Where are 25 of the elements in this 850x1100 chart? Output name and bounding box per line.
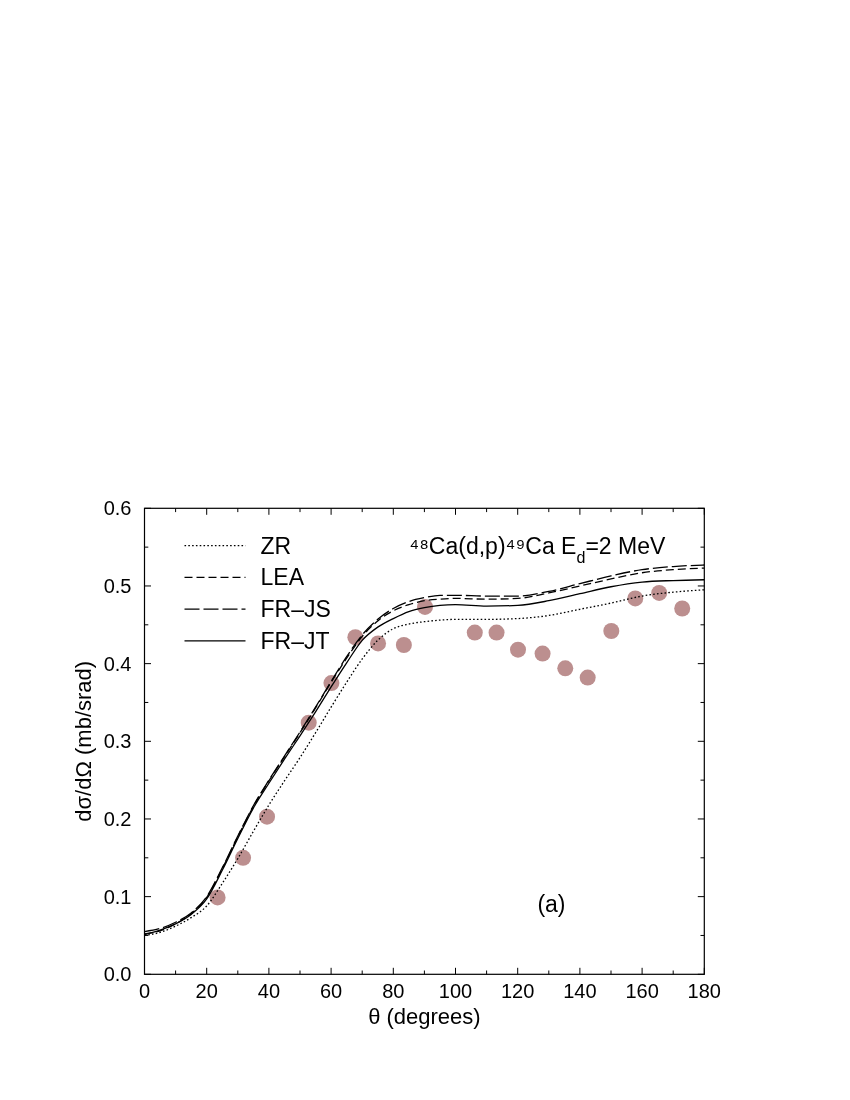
y-tick-label: 0.3 — [103, 730, 132, 753]
x-tick-label: 160 — [625, 980, 659, 1003]
x-tick-label: 20 — [195, 980, 218, 1003]
y-tick-label: 0.5 — [103, 574, 132, 597]
y-axis-title: dσ/dΩ (mb/srad) — [71, 660, 96, 822]
y-tick-label: 0.1 — [103, 885, 132, 908]
x-axis-title: θ (degrees) — [368, 1004, 481, 1030]
legend-label: FR–JS — [260, 596, 331, 623]
y-tick-label: 0.0 — [103, 963, 132, 986]
y-tick-label: 0.2 — [103, 807, 132, 830]
annotation: (a) — [537, 891, 566, 918]
y-tick-label: 0.6 — [103, 497, 132, 520]
legend-label: ZR — [260, 532, 292, 559]
y-tick-label: 0.4 — [103, 652, 132, 675]
x-tick-label: 60 — [319, 980, 343, 1003]
text: ⁴⁸Ca(d,p)⁴⁹Ca E$_{d}$=2 MeV — [409, 533, 666, 567]
legend-label: FR–JT — [260, 627, 330, 654]
x-tick-label: 40 — [257, 980, 281, 1003]
x-tick-label: 140 — [563, 980, 597, 1003]
x-tick-label: 100 — [438, 980, 473, 1003]
x-tick-label: 0 — [138, 980, 151, 1003]
x-tick-label: 80 — [382, 980, 405, 1003]
legend-label: LEA — [260, 564, 305, 591]
x-tick-label: 120 — [501, 980, 535, 1003]
x-tick-label: 180 — [687, 980, 721, 1003]
